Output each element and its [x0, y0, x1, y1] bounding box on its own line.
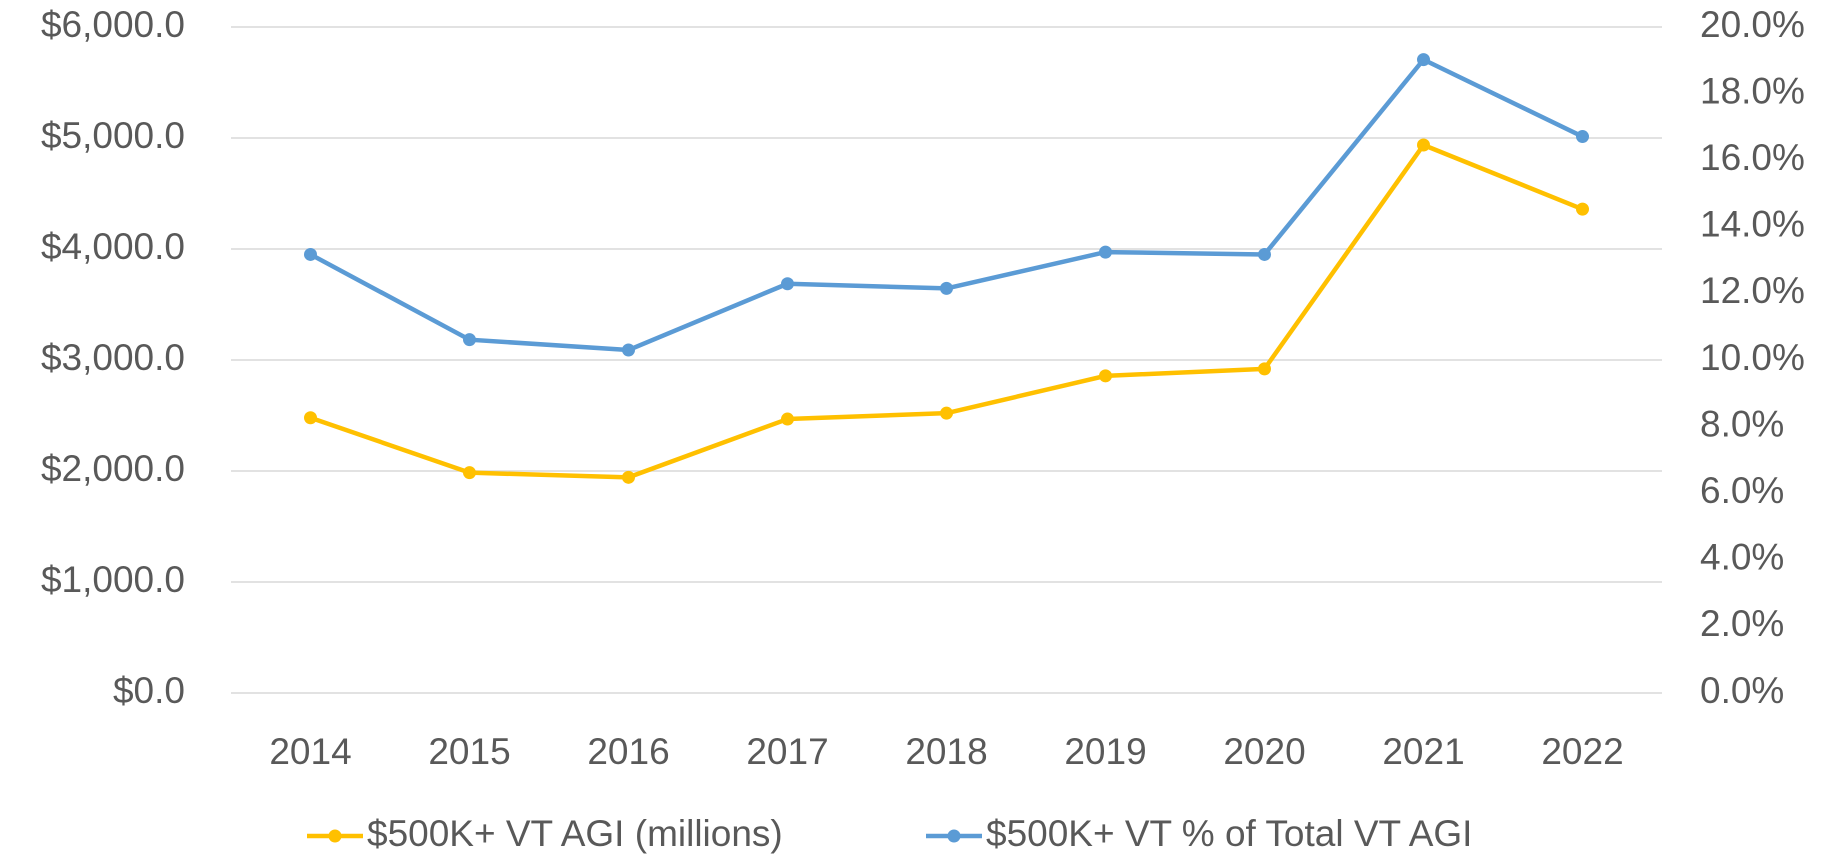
- y2-tick-label: 20.0%: [1700, 4, 1805, 45]
- series-line: [309, 57, 1584, 353]
- y-tick-label: $3,000.0: [41, 337, 185, 378]
- y2-tick-label: 10.0%: [1700, 337, 1805, 378]
- legend-label: $500K+ VT AGI (millions): [367, 813, 783, 854]
- legend-label: $500K+ VT % of Total VT AGI: [986, 813, 1472, 854]
- legend-marker: [947, 829, 961, 843]
- y2-tick-label: 16.0%: [1700, 137, 1805, 178]
- y-tick-label: $6,000.0: [41, 4, 185, 45]
- point: [1576, 130, 1589, 144]
- y-tick-label: $0.0: [113, 670, 185, 711]
- point: [1576, 202, 1589, 216]
- point: [1099, 245, 1112, 259]
- point: [304, 411, 317, 425]
- y2-tick-label: 0.0%: [1700, 670, 1784, 711]
- x-tick-label: 2014: [269, 731, 351, 772]
- y-tick-label: $2,000.0: [41, 448, 185, 489]
- point: [781, 277, 794, 291]
- x-tick-label: 2021: [1382, 731, 1464, 772]
- point: [940, 406, 953, 420]
- y-tick-label: $5,000.0: [41, 115, 185, 156]
- point: [1417, 138, 1430, 152]
- y2-tick-label: 6.0%: [1700, 470, 1784, 511]
- x-tick-label: 2015: [428, 731, 510, 772]
- point: [1258, 362, 1271, 376]
- y-tick-label: $1,000.0: [41, 559, 185, 600]
- point: [622, 470, 635, 484]
- x-tick-label: 2019: [1064, 731, 1146, 772]
- point: [304, 247, 317, 261]
- point: [622, 343, 635, 357]
- y2-tick-label: 12.0%: [1700, 270, 1805, 311]
- x-tick-label: 2020: [1223, 731, 1305, 772]
- y2-tick-label: 18.0%: [1700, 70, 1805, 111]
- point: [463, 333, 476, 347]
- point: [940, 281, 953, 295]
- point: [1099, 369, 1112, 383]
- series-line: [309, 142, 1584, 480]
- y2-tick-label: 4.0%: [1700, 537, 1784, 578]
- y2-tick-label: 2.0%: [1700, 603, 1784, 644]
- y2-tick-label: 8.0%: [1700, 403, 1784, 444]
- y2-tick-label: 14.0%: [1700, 204, 1805, 245]
- x-tick-label: 2017: [746, 731, 828, 772]
- x-tick-label: 2016: [587, 731, 669, 772]
- legend-marker: [328, 829, 342, 843]
- point: [1417, 53, 1430, 67]
- y-tick-label: $4,000.0: [41, 226, 185, 267]
- point: [463, 466, 476, 480]
- point: [781, 412, 794, 426]
- point: [1258, 247, 1271, 261]
- x-tick-label: 2018: [905, 731, 987, 772]
- x-tick-label: 2022: [1541, 731, 1623, 772]
